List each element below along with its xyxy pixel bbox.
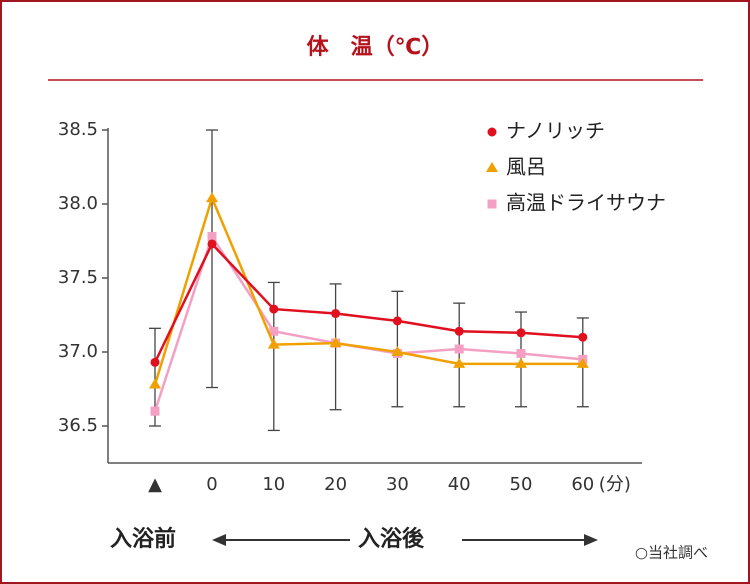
- x-tick-label: 50: [510, 474, 533, 495]
- after-label: 入浴後: [358, 526, 425, 552]
- chart-title: 体 温（℃）: [307, 35, 444, 60]
- point: [453, 357, 466, 368]
- x-tick-label: 40: [448, 474, 471, 495]
- point: [207, 239, 217, 249]
- y-tick-label: 36.5: [58, 415, 98, 436]
- legend-label: 風呂: [506, 155, 546, 179]
- before-label: 入浴前: [110, 526, 176, 552]
- legend-marker: [487, 127, 497, 137]
- y-tick-label: 38.5: [58, 119, 98, 140]
- x-tick-label: 10: [262, 474, 285, 495]
- point: [269, 326, 279, 336]
- point: [454, 344, 464, 354]
- point: [515, 357, 527, 368]
- x-tick-label: 0: [206, 474, 217, 495]
- arrow-head: [212, 534, 226, 546]
- series-line: [153, 194, 583, 385]
- point: [454, 326, 464, 336]
- legend-marker: [487, 199, 497, 209]
- legend-marker: [486, 162, 498, 172]
- x-tick-label: 20: [324, 474, 347, 495]
- point: [207, 232, 217, 242]
- point: [516, 328, 526, 338]
- x-tick-label: 60: [571, 474, 594, 495]
- y-tick-label: 37.0: [58, 341, 98, 362]
- point: [149, 378, 161, 389]
- y-tick-label: 37.5: [58, 267, 98, 288]
- x-tick-label: 30: [386, 474, 409, 495]
- point: [516, 348, 526, 358]
- x-tick-label: ▲: [148, 474, 162, 495]
- source-note: ○当社調べ: [635, 544, 708, 562]
- legend-label: ナノリッチ: [506, 119, 605, 143]
- y-tick-label: 38.0: [58, 193, 98, 214]
- x-unit: (分): [599, 474, 631, 495]
- point: [331, 309, 341, 319]
- point: [206, 192, 218, 203]
- point: [267, 338, 280, 349]
- point: [150, 357, 160, 367]
- arrow-head: [584, 534, 598, 546]
- point: [150, 406, 160, 416]
- point: [578, 332, 588, 342]
- legend-label: 高温ドライサウナ: [506, 191, 666, 215]
- point: [329, 337, 342, 348]
- point: [392, 316, 402, 326]
- series-line: [153, 241, 583, 363]
- point: [391, 346, 404, 356]
- point: [269, 304, 279, 314]
- point: [576, 357, 589, 368]
